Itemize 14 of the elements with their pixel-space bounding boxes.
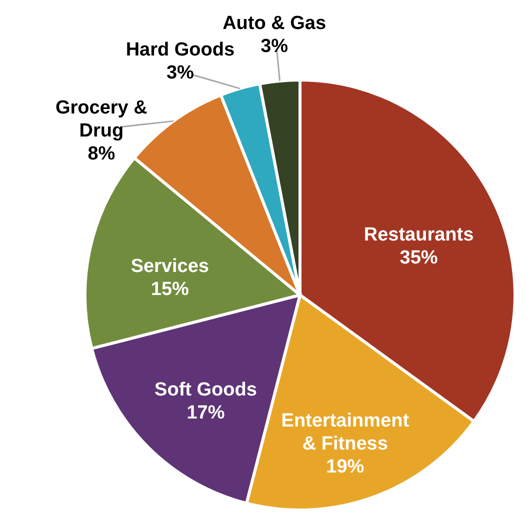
slice-label: Soft Goods	[154, 379, 257, 400]
data-label: 17%	[186, 402, 225, 424]
data-label: 3%	[166, 62, 194, 84]
slice-label: Restaurants	[364, 224, 474, 246]
slice-label: Hard Goods	[126, 40, 235, 61]
data-label: 8%	[88, 144, 116, 165]
data-label: 15%	[150, 278, 190, 300]
data-label: 3%	[260, 36, 288, 58]
slice-label: Services	[130, 256, 210, 277]
slice-label: Grocery & Drug	[56, 98, 148, 142]
slice-label: Entertainment & Fitness	[281, 410, 410, 454]
data-label: 35%	[400, 247, 438, 268]
slice-label: Auto & Gas	[222, 13, 326, 34]
data-label: 19%	[326, 456, 364, 478]
